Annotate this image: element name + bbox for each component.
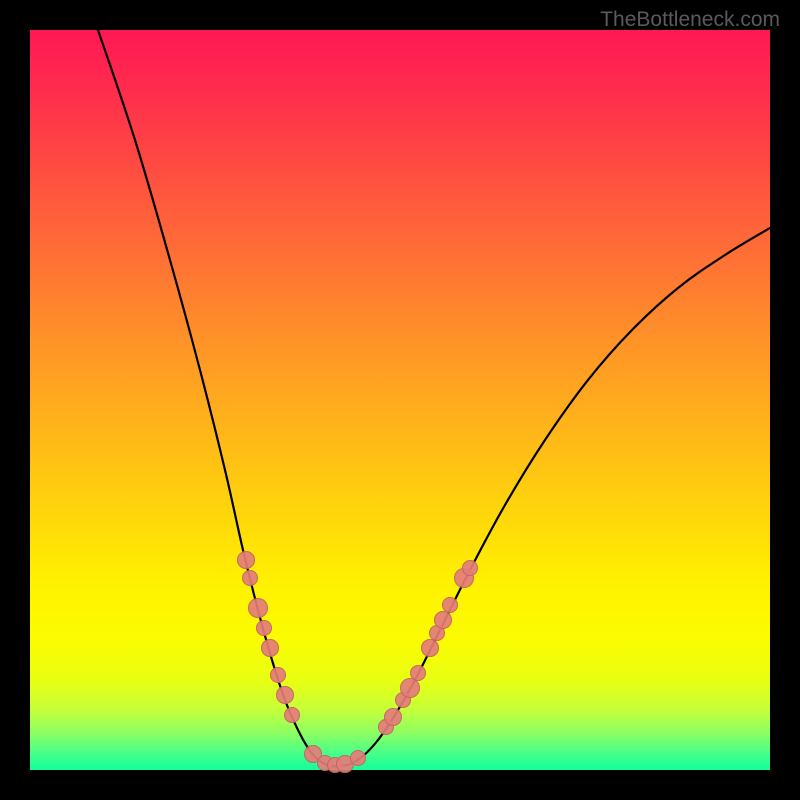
data-marker: [261, 639, 279, 657]
data-marker: [462, 560, 478, 576]
data-marker: [442, 597, 458, 613]
data-marker: [270, 667, 286, 683]
data-marker: [237, 551, 255, 569]
plot-area: [30, 30, 770, 770]
data-marker: [284, 707, 300, 723]
data-marker: [276, 686, 294, 704]
data-marker: [384, 708, 402, 726]
data-marker: [400, 678, 420, 698]
data-marker: [421, 639, 439, 657]
data-marker: [242, 570, 258, 586]
watermark-text: TheBottleneck.com: [600, 8, 780, 32]
v-curve: [30, 30, 770, 770]
data-marker: [248, 598, 268, 618]
data-marker: [256, 620, 272, 636]
data-marker: [410, 665, 426, 681]
data-marker: [350, 750, 366, 766]
data-marker: [434, 611, 452, 629]
